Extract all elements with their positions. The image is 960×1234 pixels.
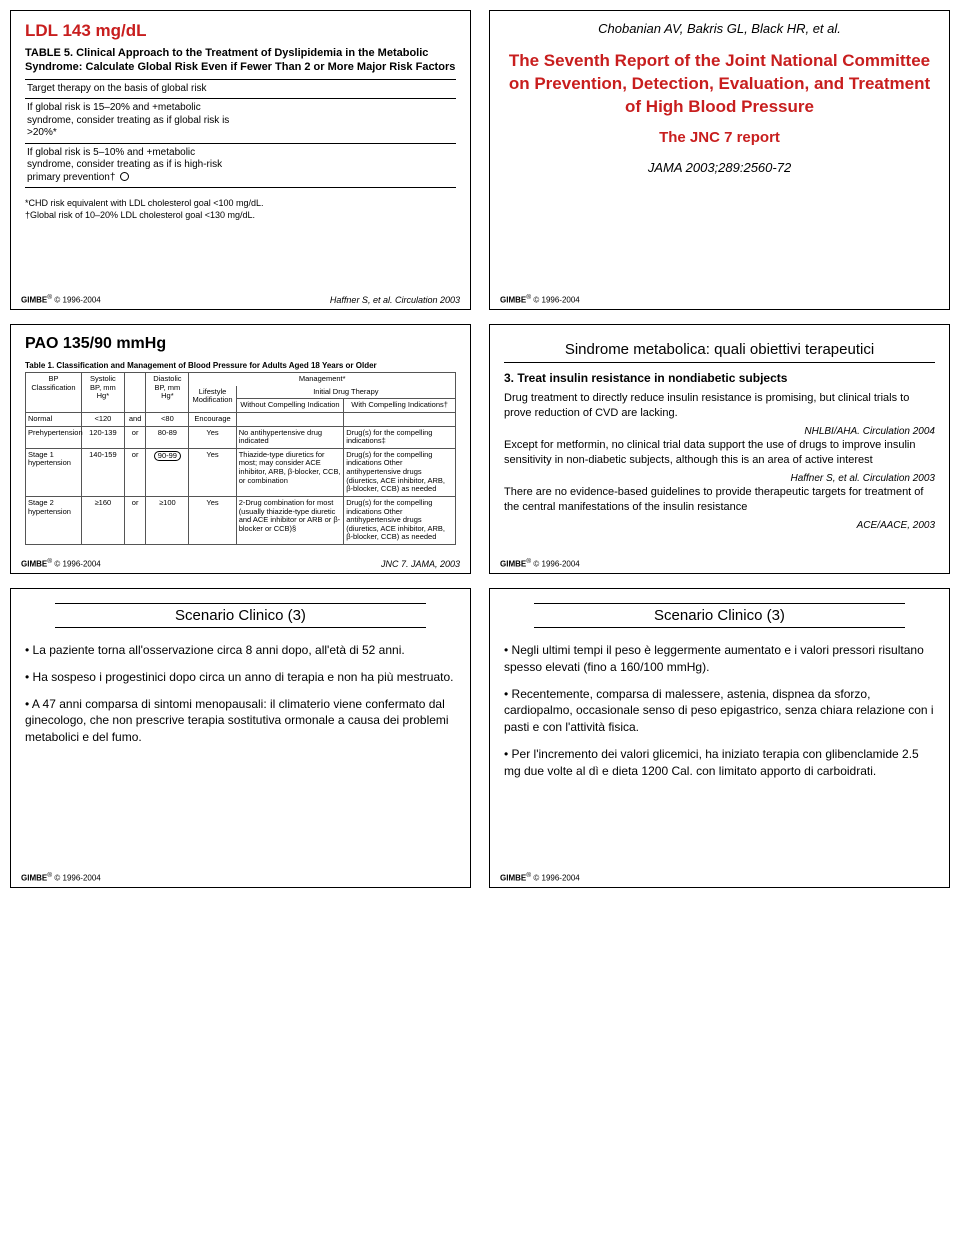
sind-sub: 3. Treat insulin resistance in nondiabet… xyxy=(504,371,935,385)
jnc-sub: The JNC 7 report xyxy=(504,129,935,146)
bp-row-stage2: Stage 2 hypertension≥160or≥100Yes2-Drug … xyxy=(26,496,456,544)
panel-jnc: Chobanian AV, Bakris GL, Black HR, et al… xyxy=(489,10,950,310)
tbl5-notes: *CHD risk equivalent with LDL cholestero… xyxy=(25,198,456,221)
sc-title-a: Scenario Clinico (3) xyxy=(55,603,426,628)
bp-caption: Table 1. Classification and Management o… xyxy=(25,361,456,370)
sind-c3: ACE/AACE, 2003 xyxy=(504,519,935,533)
col-sys: Systolic BP, mm Hg* xyxy=(81,373,124,413)
bp-table: BP Classification Systolic BP, mm Hg* Di… xyxy=(25,372,456,545)
footer: GIMBE® © 1996-2004 xyxy=(500,294,580,305)
panel-bp: PAO 135/90 mmHg Table 1. Classification … xyxy=(10,324,471,574)
jnc-ref: Chobanian AV, Bakris GL, Black HR, et al… xyxy=(504,21,935,36)
sind-p1: Drug treatment to directly reduce insuli… xyxy=(504,391,935,421)
col-dia: Diastolic BP, mm Hg* xyxy=(146,373,189,413)
sind-body: Drug treatment to directly reduce insuli… xyxy=(504,391,935,533)
tbl5-row2: If global risk is 5–10% and +metabolic s… xyxy=(25,143,241,188)
footer: GIMBE® © 1996-2004 xyxy=(21,294,101,305)
sc-a-b1: • Ha sospeso i progestinici dopo circa u… xyxy=(25,669,456,686)
sc-b-b2: • Per l'incremento dei valori glicemici,… xyxy=(504,746,935,780)
sc-b-b1: • Recentemente, comparsa di malessere, a… xyxy=(504,686,935,736)
sind-title: Sindrome metabolica: quali obiettivi ter… xyxy=(504,341,935,363)
panel-scenario-b: Scenario Clinico (3) • Negli ultimi temp… xyxy=(489,588,950,888)
sind-p2: Except for metformin, no clinical trial … xyxy=(504,438,935,468)
footer: GIMBE® © 1996-2004 xyxy=(21,872,101,883)
col-without: Without Compelling Indication xyxy=(236,399,344,413)
col-with: With Compelling Indications† xyxy=(344,399,456,413)
sind-p3: There are no evidence-based guidelines t… xyxy=(504,485,935,515)
sc-body-b: • Negli ultimi tempi il peso è leggermen… xyxy=(504,642,935,780)
tbl5-title: TABLE 5. Clinical Approach to the Treatm… xyxy=(25,47,456,75)
ldl-title: LDL 143 mg/dL xyxy=(25,21,456,41)
jnc-src: JAMA 2003;289:2560-72 xyxy=(504,160,935,175)
cite-haffner: Haffner S, et al. Circulation 2003 xyxy=(330,295,460,305)
footer: GIMBE® © 1996-2004 xyxy=(500,558,580,569)
col-initdrug: Initial Drug Therapy xyxy=(236,386,455,399)
jnc-title: The Seventh Report of the Joint National… xyxy=(504,50,935,119)
panel-sindrome: Sindrome metabolica: quali obiettivi ter… xyxy=(489,324,950,574)
pao-title: PAO 135/90 mmHg xyxy=(25,335,456,353)
sind-c1: NHLBI/AHA. Circulation 2004 xyxy=(504,425,935,439)
sc-a-b2: • A 47 anni comparsa di sintomi menopaus… xyxy=(25,696,456,746)
footer: GIMBE® © 1996-2004 xyxy=(500,872,580,883)
bp-row-normal: Normal<120and<80Encourage xyxy=(26,412,456,426)
footer: GIMBE® © 1996-2004 xyxy=(21,558,101,569)
bp-row-prehyp: Prehypertension120-139or80-89YesNo antih… xyxy=(26,426,456,448)
panel-scenario-a: Scenario Clinico (3) • La paziente torna… xyxy=(10,588,471,888)
circle-marker xyxy=(120,172,129,181)
col-lifestyle: Lifestyle Modification xyxy=(189,386,236,413)
sc-body-a: • La paziente torna all'osservazione cir… xyxy=(25,642,456,746)
cite-jnc7: JNC 7. JAMA, 2003 xyxy=(381,559,460,569)
tbl5: Target therapy on the basis of global ri… xyxy=(25,79,456,195)
col-bpclass: BP Classification xyxy=(26,373,82,413)
tbl5-row1: If global risk is 15–20% and +metabolic … xyxy=(25,99,241,144)
slide-grid: LDL 143 mg/dL TABLE 5. Clinical Approach… xyxy=(10,10,950,888)
tbl5-row0: Target therapy on the basis of global ri… xyxy=(25,79,241,99)
col-mgmt: Management* xyxy=(189,373,456,386)
sc-b-b0: • Negli ultimi tempi il peso è leggermen… xyxy=(504,642,935,676)
bp-row-stage1: Stage 1 hypertension140-159or90-99YesThi… xyxy=(26,448,456,496)
panel-ldl: LDL 143 mg/dL TABLE 5. Clinical Approach… xyxy=(10,10,471,310)
col-andor xyxy=(124,373,146,413)
circled-90-99: 90-99 xyxy=(154,451,181,462)
sc-a-b0: • La paziente torna all'osservazione cir… xyxy=(25,642,456,659)
sc-title-b: Scenario Clinico (3) xyxy=(534,603,905,628)
sind-c2: Haffner S, et al. Circulation 2003 xyxy=(504,472,935,486)
